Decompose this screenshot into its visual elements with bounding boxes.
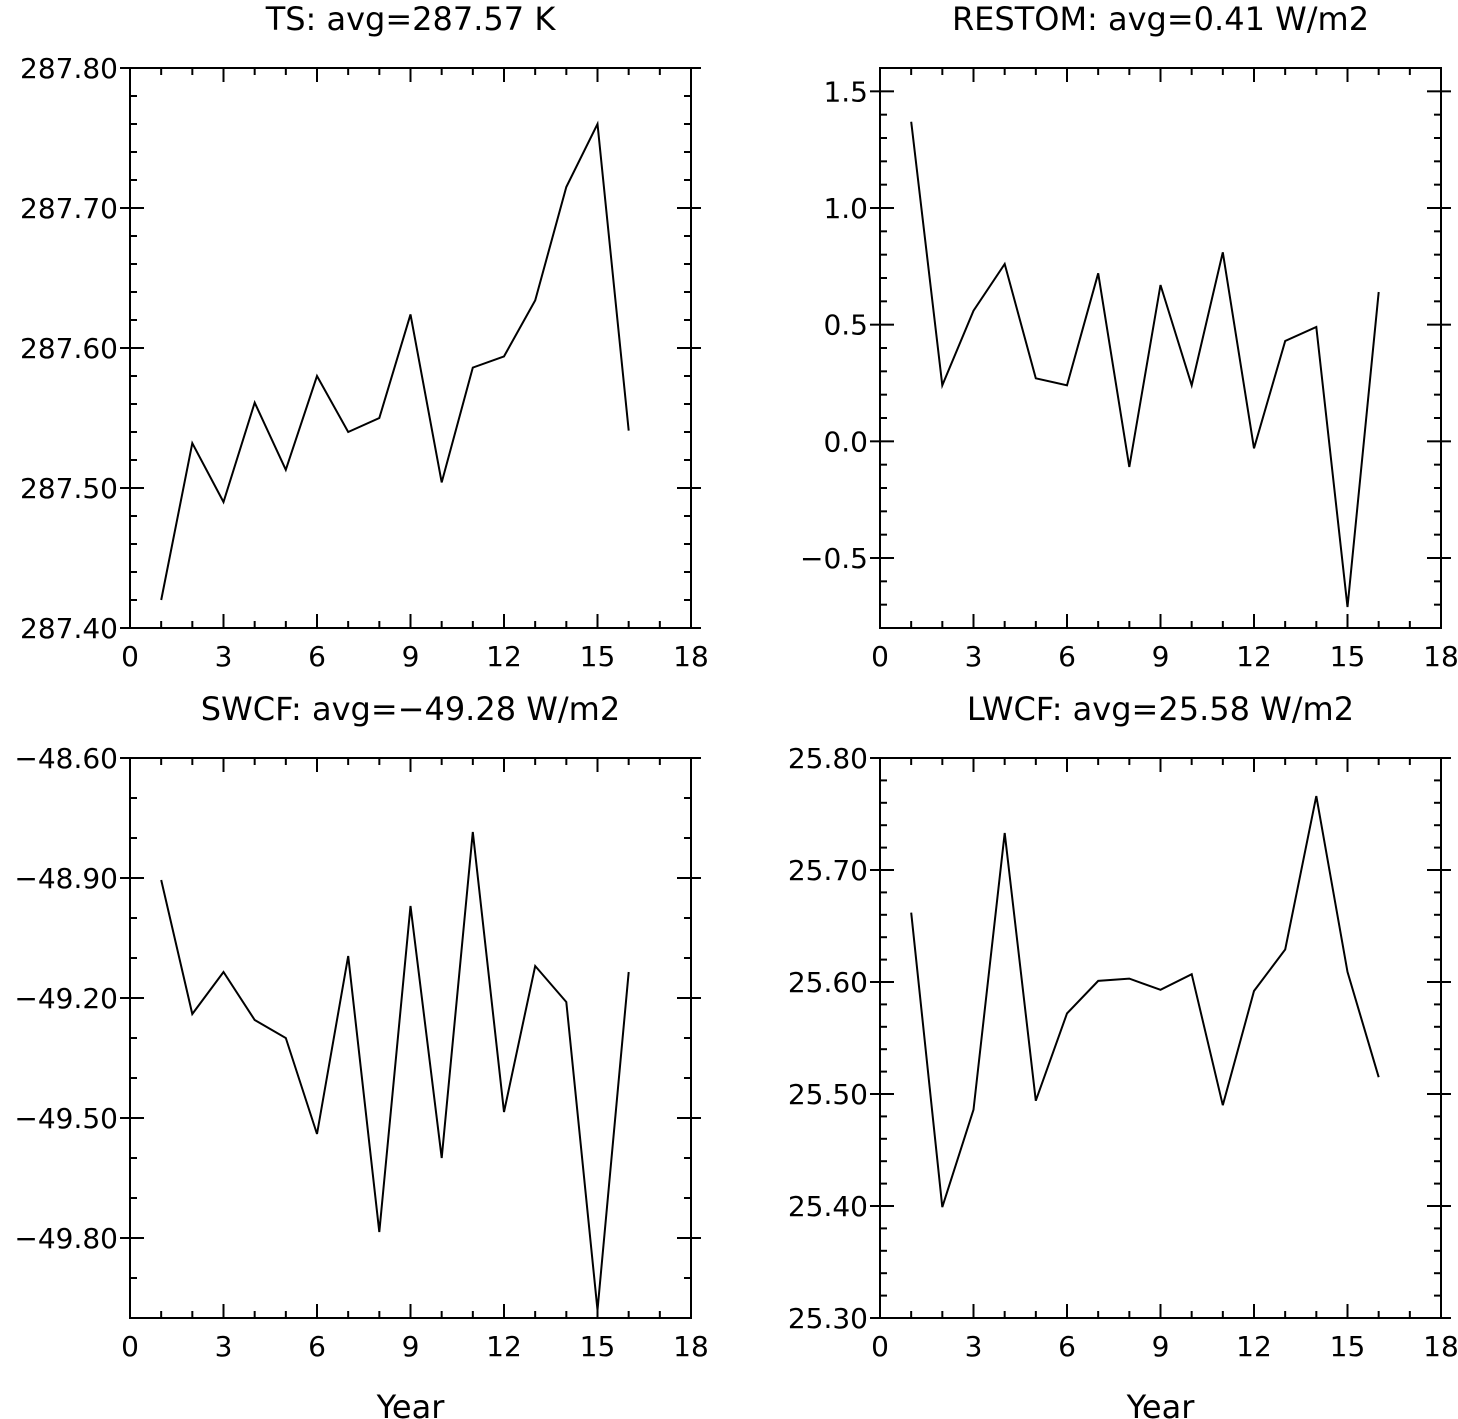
- x-tick-label: 0: [871, 1330, 889, 1363]
- x-tick-label: 9: [402, 1330, 420, 1363]
- plot-frame: [879, 757, 1442, 1319]
- x-tick-label: 12: [486, 1330, 522, 1363]
- x-tick-label: 9: [1152, 1330, 1170, 1363]
- y-tick-label: 287.70: [20, 192, 118, 225]
- y-tick-label: 1.5: [823, 75, 868, 108]
- x-tick-label: 3: [215, 640, 233, 673]
- x-tick-label: 9: [1152, 640, 1170, 673]
- plot-title: TS: avg=287.57 K: [265, 0, 557, 38]
- x-tick-label: 6: [308, 640, 326, 673]
- y-tick-label: −48.90: [14, 862, 118, 895]
- plot-title: SWCF: avg=−49.28 W/m2: [201, 690, 620, 728]
- x-tick-label: 18: [673, 640, 709, 673]
- y-tick-label: 25.50: [788, 1078, 868, 1111]
- y-tick-label: 25.70: [788, 854, 868, 887]
- x-tick-label: 9: [402, 640, 420, 673]
- x-tick-label: 12: [1236, 640, 1272, 673]
- x-axis-label: Year: [376, 1388, 446, 1419]
- panel-4: 0 3 6 9 12 15 18 25.30 25.40 25.50 25.60 25.70 25.80…: [788, 690, 1458, 1419]
- y-tick-label: −49.50: [14, 1102, 118, 1135]
- x-tick-label: 0: [121, 1330, 139, 1363]
- x-tick-label: 18: [673, 1330, 709, 1363]
- panel-3: 0 3 6 9 12 15 18 −49.80 −49.50 −49.20 −48.90 −48.60…: [14, 690, 708, 1419]
- y-tick-label: 25.80: [788, 742, 868, 775]
- plot-frame: [879, 67, 1442, 629]
- x-tick-label: 15: [580, 1330, 616, 1363]
- x-tick-label: 15: [580, 640, 616, 673]
- x-tick-label: 3: [965, 1330, 983, 1363]
- x-tick-label: 0: [121, 640, 139, 673]
- x-tick-label: 18: [1423, 640, 1458, 673]
- y-tick-label: 287.40: [20, 612, 118, 645]
- y-tick-label: 0.0: [823, 425, 868, 458]
- x-tick-label: 12: [1236, 1330, 1272, 1363]
- y-tick-label: 25.40: [788, 1190, 868, 1223]
- x-tick-label: 3: [215, 1330, 233, 1363]
- x-tick-label: 6: [1058, 640, 1076, 673]
- series-line: [160, 120, 630, 601]
- x-tick-label: 15: [1330, 640, 1366, 673]
- y-tick-label: 0.5: [823, 309, 868, 342]
- y-tick-label: 287.60: [20, 332, 118, 365]
- plot-title: RESTOM: avg=0.41 W/m2: [952, 0, 1369, 38]
- y-tick-label: 1.0: [823, 192, 868, 225]
- x-tick-label: 12: [486, 640, 522, 673]
- panel-2: 0 3 6 9 12 15 18 −0.5 0.0 0.5 1.0 1.5 RESTOM: avg=0.…: [800, 0, 1458, 673]
- y-tick-label: −48.60: [14, 742, 118, 775]
- y-tick-label: −49.20: [14, 982, 118, 1015]
- x-axis-label: Year: [1126, 1388, 1196, 1419]
- y-tick-label: 25.60: [788, 966, 868, 999]
- plot-frame: [129, 67, 692, 629]
- y-tick-label: −49.80: [14, 1222, 118, 1255]
- x-tick-label: 0: [871, 640, 889, 673]
- y-tick-label: −0.5: [800, 542, 868, 575]
- plot-title: LWCF: avg=25.58 W/m2: [967, 690, 1354, 728]
- x-tick-label: 15: [1330, 1330, 1366, 1363]
- x-tick-label: 6: [1058, 1330, 1076, 1363]
- y-tick-label: 287.50: [20, 472, 118, 505]
- x-tick-label: 18: [1423, 1330, 1458, 1363]
- y-tick-label: 287.80: [20, 52, 118, 85]
- plot-frame: [129, 757, 692, 1319]
- x-tick-label: 6: [308, 1330, 326, 1363]
- series-line: [160, 831, 630, 1311]
- y-tick-label: 25.30: [788, 1302, 868, 1335]
- x-tick-label: 3: [965, 640, 983, 673]
- panel-1: 0 3 6 9 12 15 18 287.40 287.50 287.60 287.70 287.80…: [20, 0, 709, 673]
- series-line: [910, 121, 1380, 608]
- series-line: [910, 795, 1380, 1208]
